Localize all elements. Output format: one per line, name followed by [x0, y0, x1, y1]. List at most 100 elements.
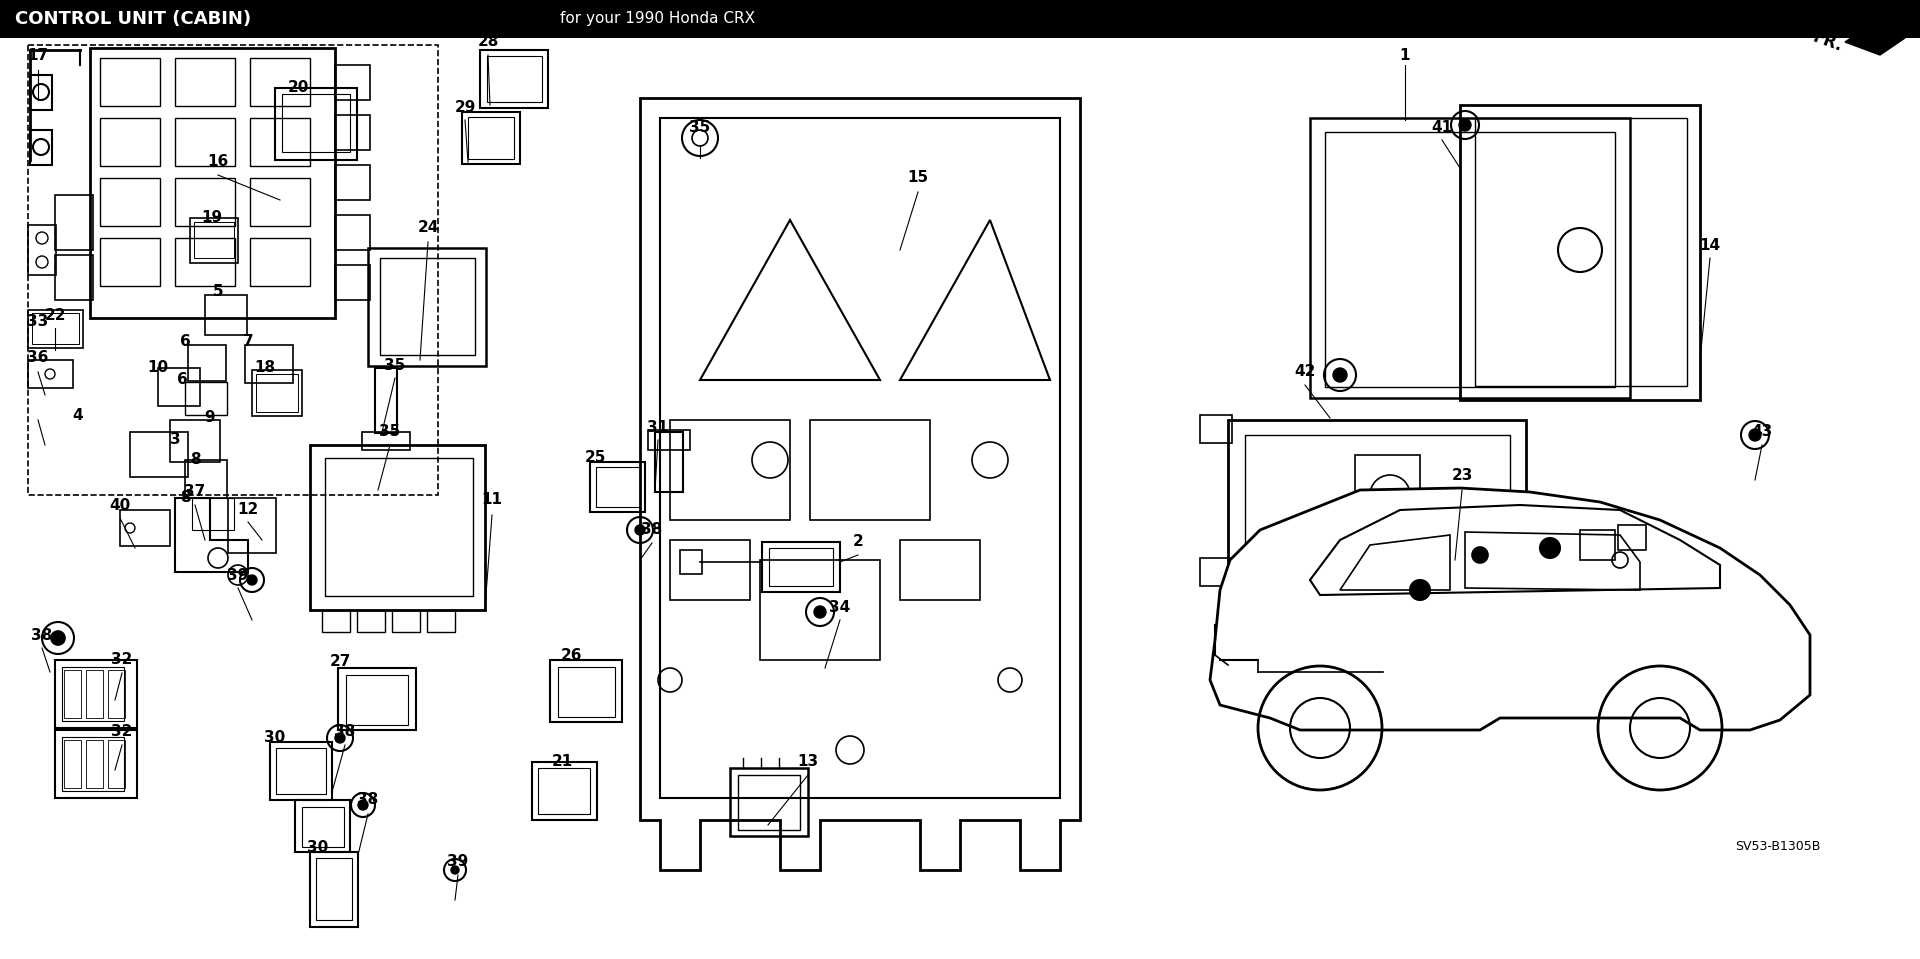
Text: 42: 42 — [1294, 364, 1315, 380]
Bar — [309, 852, 357, 927]
Bar — [334, 115, 371, 150]
Bar — [29, 310, 83, 348]
Bar — [61, 737, 125, 791]
Text: 30: 30 — [307, 840, 328, 855]
Text: 37: 37 — [184, 484, 205, 500]
Circle shape — [814, 606, 826, 618]
Bar — [296, 800, 349, 852]
Text: 23: 23 — [1452, 467, 1473, 482]
Text: 14: 14 — [1699, 238, 1720, 252]
Bar — [655, 432, 684, 492]
Text: 43: 43 — [1751, 425, 1772, 439]
Bar — [56, 255, 92, 300]
Text: 38: 38 — [641, 523, 662, 537]
Bar — [770, 548, 833, 586]
Text: 6: 6 — [180, 335, 190, 349]
Bar — [192, 498, 234, 530]
Circle shape — [334, 733, 346, 743]
Circle shape — [52, 631, 65, 645]
Bar — [301, 807, 344, 847]
Bar — [426, 610, 455, 632]
Bar — [660, 118, 1060, 798]
Bar — [175, 178, 234, 226]
Polygon shape — [1845, 25, 1905, 55]
Circle shape — [451, 866, 459, 874]
Text: 20: 20 — [288, 81, 309, 96]
Bar — [559, 667, 614, 717]
Bar — [175, 118, 234, 166]
Text: 35: 35 — [384, 358, 405, 372]
Bar — [131, 432, 188, 477]
Bar — [56, 730, 136, 798]
Bar — [480, 50, 547, 108]
Bar — [205, 295, 248, 335]
Bar — [334, 165, 371, 200]
Bar — [680, 550, 703, 574]
Bar — [595, 467, 639, 507]
Bar — [194, 222, 234, 258]
Text: 31: 31 — [647, 420, 668, 435]
Bar — [1244, 435, 1509, 575]
Bar — [246, 345, 294, 383]
Bar — [250, 238, 309, 286]
Bar — [317, 858, 351, 920]
Bar — [334, 215, 371, 250]
Bar — [275, 88, 357, 160]
Text: 17: 17 — [27, 48, 48, 62]
Circle shape — [248, 575, 257, 585]
Bar — [184, 460, 227, 498]
Bar — [271, 742, 332, 800]
Circle shape — [1749, 429, 1761, 441]
Text: 41: 41 — [1432, 121, 1453, 135]
Bar — [108, 740, 125, 788]
Text: 8: 8 — [180, 490, 190, 505]
Bar — [549, 660, 622, 722]
Text: 6: 6 — [177, 372, 188, 387]
Text: 22: 22 — [44, 308, 65, 322]
Bar — [760, 560, 879, 660]
Bar — [468, 117, 515, 159]
Bar — [324, 458, 472, 596]
Bar — [86, 740, 104, 788]
Bar — [29, 45, 438, 495]
Bar — [63, 670, 81, 718]
Circle shape — [636, 525, 645, 535]
Bar — [250, 118, 309, 166]
Bar — [56, 195, 92, 250]
Bar — [282, 94, 349, 152]
Bar — [171, 420, 221, 462]
Text: 19: 19 — [202, 210, 223, 225]
Bar — [276, 748, 326, 794]
Circle shape — [1332, 368, 1348, 382]
Bar — [250, 58, 309, 106]
Bar — [190, 218, 238, 263]
Bar — [31, 75, 52, 110]
Circle shape — [1459, 119, 1471, 131]
Text: 32: 32 — [111, 724, 132, 739]
Bar — [250, 178, 309, 226]
Bar — [810, 420, 929, 520]
Bar — [100, 178, 159, 226]
Bar — [649, 430, 689, 450]
Text: CONTROL UNIT (CABIN): CONTROL UNIT (CABIN) — [15, 10, 252, 28]
Text: 32: 32 — [111, 652, 132, 667]
Bar — [33, 313, 79, 344]
Text: 11: 11 — [482, 493, 503, 507]
Bar — [1580, 530, 1615, 560]
Bar — [369, 248, 486, 366]
Bar — [737, 775, 801, 830]
Text: 38: 38 — [334, 724, 355, 739]
Text: 13: 13 — [797, 755, 818, 769]
Text: 24: 24 — [417, 221, 438, 236]
Circle shape — [1473, 547, 1488, 563]
Text: 35: 35 — [380, 425, 401, 439]
Bar — [1200, 415, 1233, 443]
Bar — [29, 360, 73, 388]
Text: 26: 26 — [561, 647, 584, 663]
Text: 38: 38 — [357, 792, 378, 807]
Text: 8: 8 — [190, 453, 200, 467]
Text: 9: 9 — [205, 410, 215, 426]
Bar — [380, 258, 474, 355]
Text: 39: 39 — [227, 568, 248, 582]
Text: 3: 3 — [169, 433, 180, 448]
